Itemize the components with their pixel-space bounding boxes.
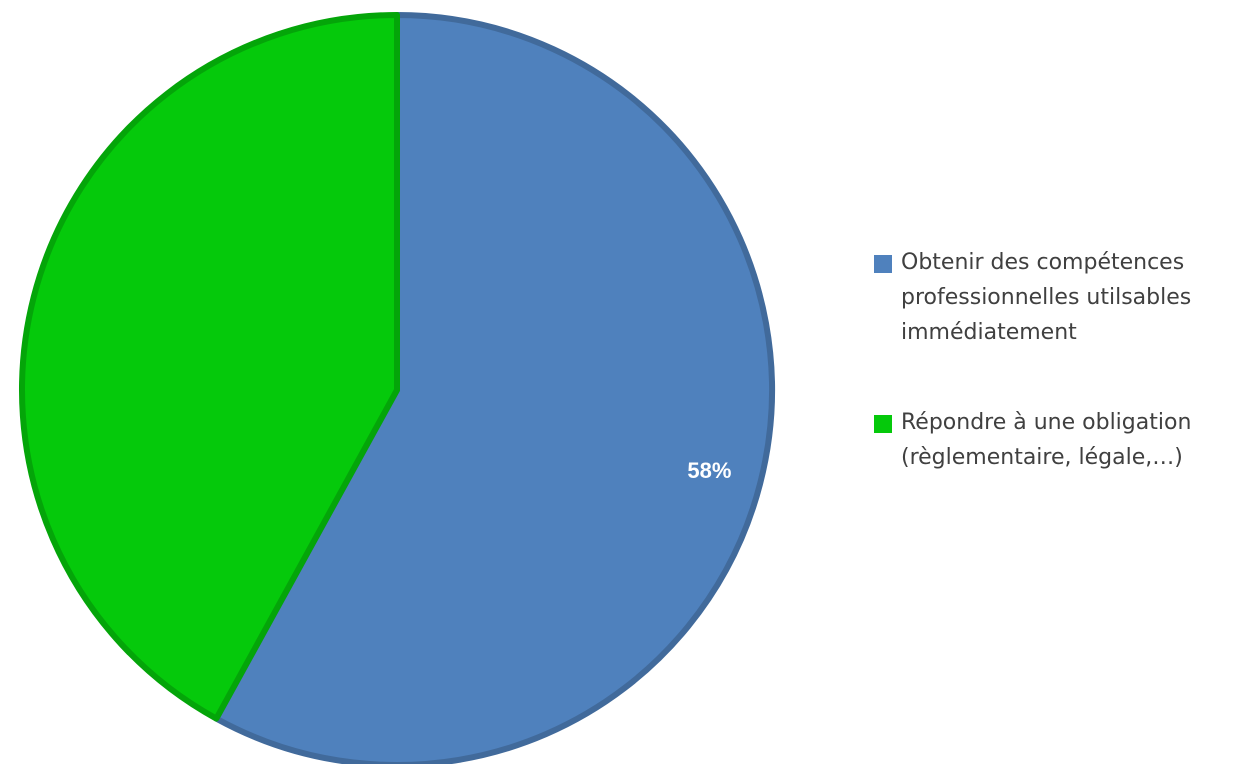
data-label-competences: 58%: [687, 458, 731, 483]
legend-label-obligation-line-2: (règlementaire, légale,…): [901, 445, 1183, 470]
pie-slice-obligation: [19, 12, 400, 722]
legend-label-obligation-line-1: Répondre à une obligation: [901, 410, 1192, 435]
legend-swatch-competences: [874, 255, 892, 273]
legend-item-competences: Obtenir des compétences professionnelles…: [874, 245, 1259, 350]
legend-item-obligation: Répondre à une obligation (règlementaire…: [874, 405, 1259, 475]
legend-swatch-obligation: [874, 415, 892, 433]
legend-label-competences-line-3: immédiatement: [901, 320, 1077, 345]
pie-slices: [19, 12, 775, 764]
pie-slice-competences: [213, 12, 775, 764]
pie-data-labels: 58%: [687, 458, 731, 483]
legend-label-competences-line-1: Obtenir des compétences: [901, 250, 1185, 275]
pie-chart: 58%: [19, 12, 775, 764]
legend-label-competences-line-2: professionnelles utilsables: [901, 285, 1192, 310]
legend: Obtenir des compétences professionnelles…: [874, 245, 1259, 475]
